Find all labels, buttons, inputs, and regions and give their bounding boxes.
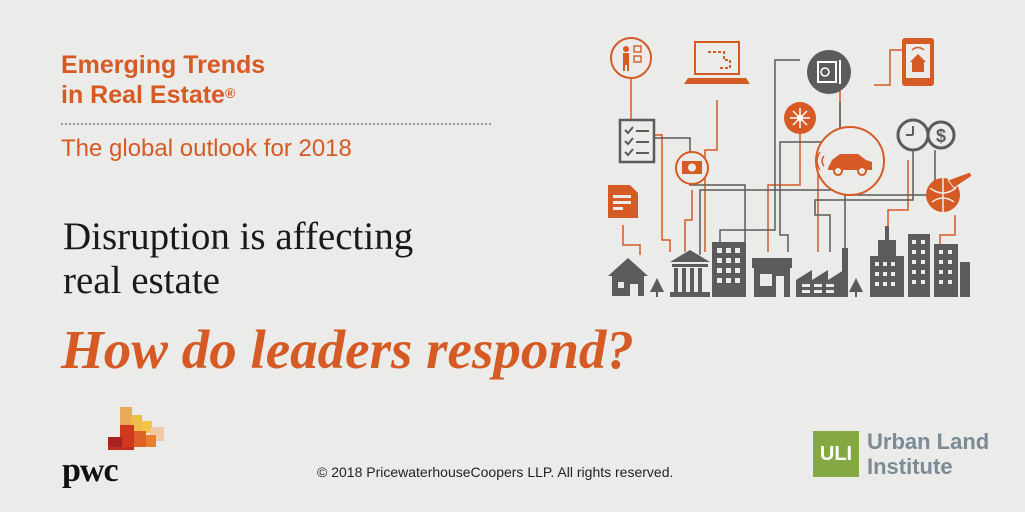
laptop-icon [684,41,750,84]
disruption-illustration: $ [608,37,973,297]
svg-text:$: $ [936,126,946,146]
report-subtitle: The global outlook for 2018 [61,135,352,162]
skyline [608,226,970,297]
skyscraper-icon [870,226,970,297]
headline-line-2: real estate [63,259,220,302]
smart-home-tablet-icon [902,38,934,86]
office-building-icon [712,242,746,297]
pwc-logo-mark [108,407,164,450]
tree-icon [650,278,664,297]
uli-name: Urban Land Institute [867,429,989,479]
currency-icon [675,151,709,185]
dotted-divider [61,123,491,125]
copyright-notice: © 2018 PricewaterhouseCoopers LLP. All r… [317,464,674,480]
business-person-icon [610,37,652,79]
pwc-wordmark: pwc [62,452,119,489]
network-hub-icon [784,102,816,134]
factory-icon [796,248,848,297]
headline: Disruption is affecting real estate [63,215,413,303]
uli-badge: ULI [813,431,859,477]
clock-icon [896,118,930,152]
house-icon [608,258,648,296]
report-title-line-2: in Real Estate [61,81,225,109]
checklist-icon [618,118,656,164]
globe-plane-icon [926,171,973,212]
report-title: Emerging Trends in Real Estate® [61,50,265,110]
safe-vault-icon [807,50,851,94]
registered-mark: ® [224,85,236,101]
uli-name-line-2: Institute [867,454,953,479]
uli-name-line-1: Urban Land [867,429,990,454]
headline-line-1: Disruption is affecting [63,215,414,258]
bank-building-icon [670,250,710,297]
tree-icon [849,278,863,297]
question-text: How do leaders respond? [61,319,634,380]
pwc-logo: pwc [62,407,172,493]
dollar-icon: $ [926,120,956,150]
uli-logo: ULI Urban Land Institute [813,429,993,481]
connected-car-icon [815,126,885,196]
store-icon [752,258,792,297]
document-icon [608,185,638,218]
report-title-line-1: Emerging Trends [61,51,266,79]
